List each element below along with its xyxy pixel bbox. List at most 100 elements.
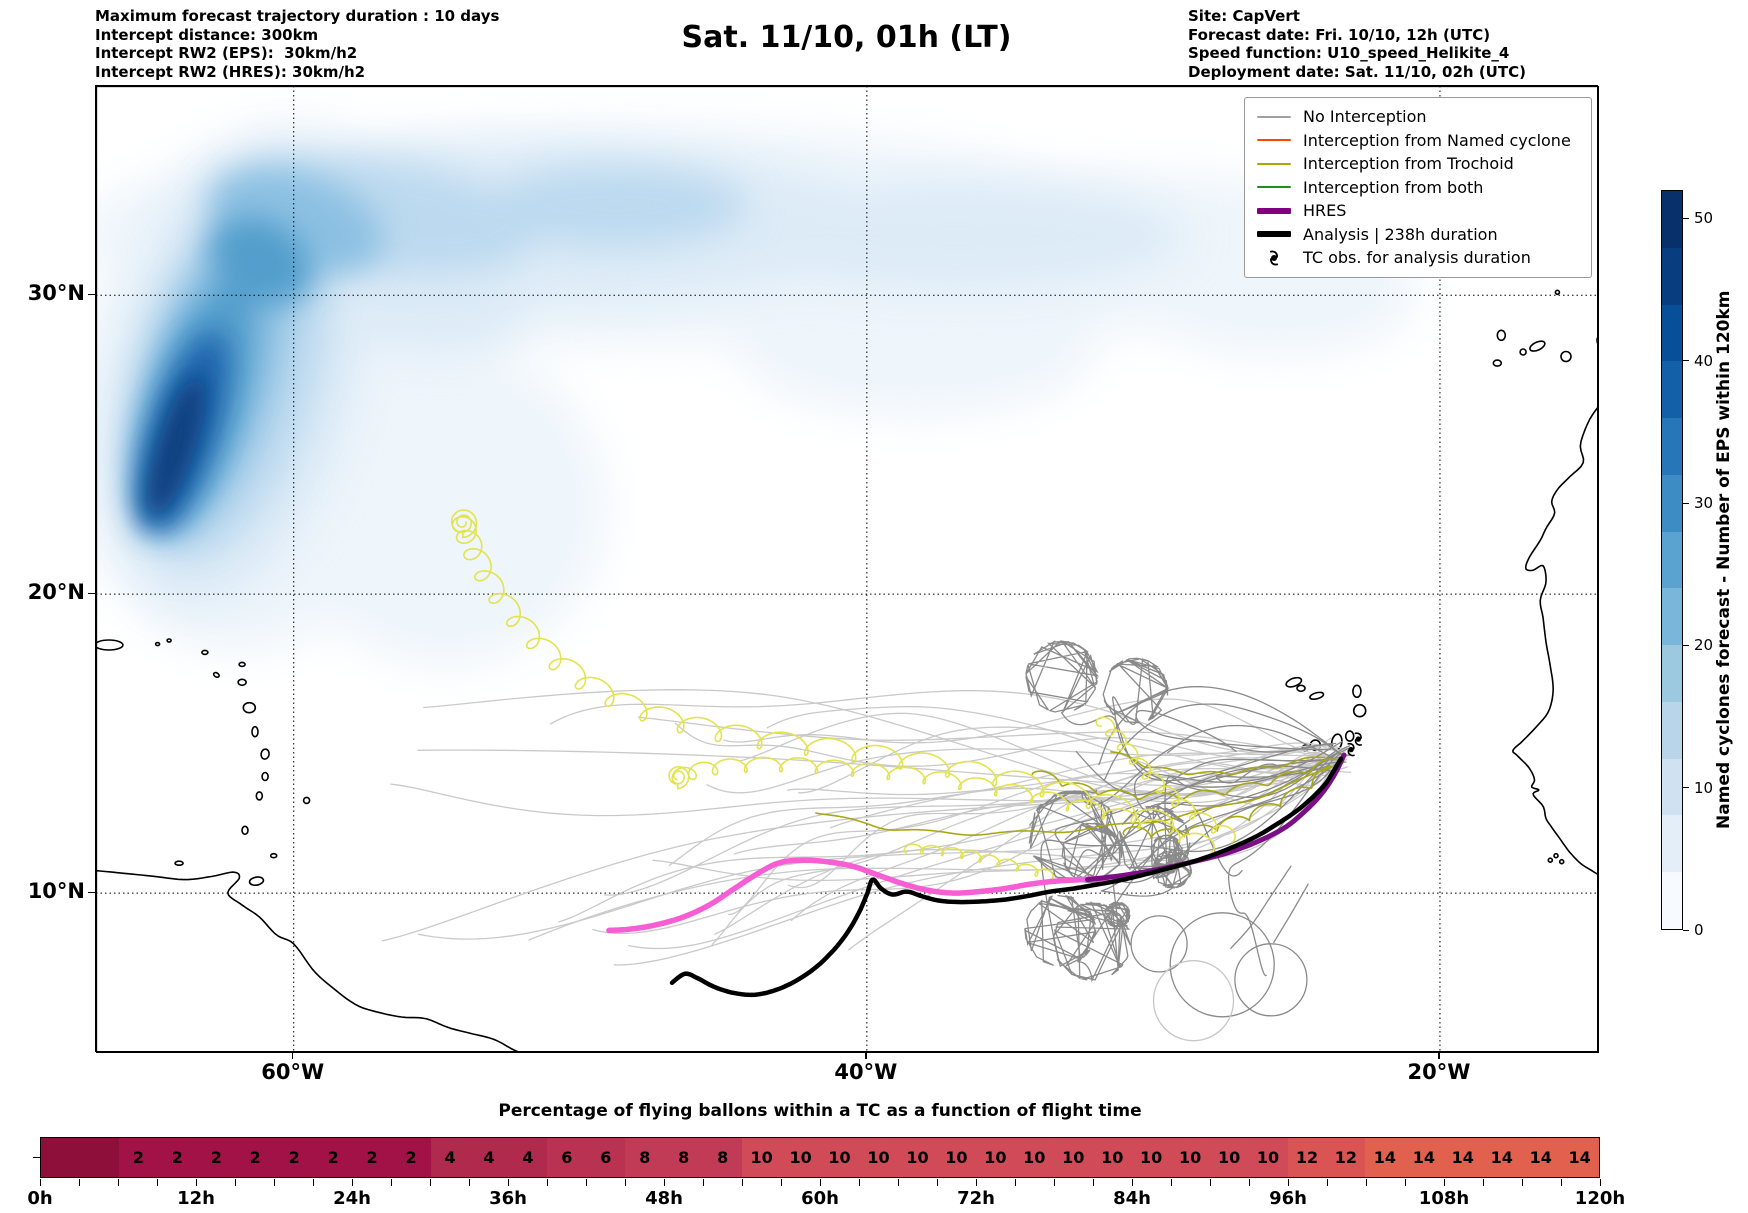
strip-title: Percentage of flying ballons within a TC… [498,1101,1142,1121]
strip-cell: 10 [897,1138,937,1177]
strip-cell: 6 [586,1138,626,1177]
strip-tick-mark [897,1179,899,1186]
colorbar-tick-mark [1683,644,1689,646]
strip-cell: 2 [274,1138,314,1177]
strip-cell: 14 [1482,1138,1522,1177]
strip-cell: 10 [1092,1138,1132,1177]
strip-tick-mark [1443,1179,1445,1186]
strip-cell: 12 [1326,1138,1366,1177]
colorbar-tick-mark [1683,217,1689,219]
strip-cell: 4 [469,1138,509,1177]
strip-cell: 2 [391,1138,431,1177]
site-info-block: Site: CapVert Forecast date: Fri. 10/10,… [1188,7,1526,81]
strip-tick-mark [624,1179,626,1186]
strip-cell-value: 12 [1334,1148,1358,1167]
strip-cell-value: 10 [750,1148,773,1167]
colorbar-step [1662,645,1682,702]
figure-title: Sat. 11/10, 01h (LT) [681,20,1012,55]
strip-tick-mark [1053,1179,1055,1186]
strip-tick-mark [1326,1179,1328,1186]
strip-cell: 12 [1287,1138,1327,1177]
colorbar-tick-label: 40 [1694,351,1714,370]
strip-cell-value: 14 [1529,1148,1552,1167]
info-site: Site: CapVert [1188,7,1300,25]
strip-tick-mark [1248,1179,1250,1186]
cyclone-density-layer [147,374,205,518]
strip-tick-mark [975,1179,977,1186]
legend-item: TC obs. for analysis duration [1254,246,1581,270]
strip-cell: 14 [1404,1138,1444,1177]
strip-tick-mark [663,1179,665,1186]
param-intercept-rw2-hres: Intercept RW2 (HRES): 30km/h2 [95,62,366,81]
y-tick-label: 20°N [27,580,85,605]
strip-tick-mark [390,1179,392,1186]
ensemble-trajectories-dark [1024,640,1351,1018]
strip-cell: 14 [1521,1138,1561,1177]
strip-cell-value: 10 [1256,1148,1280,1167]
strip-cell-value: 2 [210,1148,222,1167]
strip-tick-mark [858,1179,860,1186]
tc-obs-icon [1354,732,1362,746]
info-speed-function: Speed function: U10_speed_Helikite_4 [1188,44,1510,62]
strip-tick-mark [195,1179,197,1186]
legend-line-sample [1257,115,1291,118]
strip-tick-mark [1404,1179,1406,1186]
strip-tick-mark [273,1179,275,1186]
strip-cell: 10 [1170,1138,1210,1177]
strip-tick-mark [702,1179,704,1186]
strip-cell-value: 14 [1412,1148,1435,1167]
strip-hour-label: 72h [957,1188,995,1209]
strip-hour-label: 120h [1574,1188,1626,1209]
x-tick-mark [292,1052,294,1059]
strip-tick-mark [507,1179,509,1186]
strip-cell-value: 10 [984,1148,1007,1167]
legend-item-label: Interception from both [1303,177,1484,197]
strip-cell-value: 10 [906,1148,929,1167]
colorbar-step [1662,815,1682,873]
legend-item-label: Interception from Named cyclone [1303,130,1571,150]
legend-item: No Interception [1254,105,1581,129]
strip-tick-mark [780,1179,782,1186]
forecast-params-block: Maximum forecast trajectory duration : 1… [95,7,499,81]
strip-cell-value: 4 [483,1148,495,1167]
strip-cell: 14 [1560,1138,1600,1177]
map-canvas [96,86,1599,1053]
legend-item: Analysis | 238h duration [1254,223,1581,247]
x-tick-mark [865,1052,867,1059]
x-tick-mark [1438,1052,1440,1059]
strip-cell: 8 [703,1138,743,1177]
strip-cell: 14 [1443,1138,1483,1177]
strip-tick-mark [546,1179,548,1186]
strip-cell-value: 10 [1217,1148,1241,1167]
strip-cell-value: 14 [1568,1148,1591,1167]
strip-hour-label: 96h [1269,1188,1307,1209]
x-tick-label: 20°W [1407,1060,1471,1084]
strip-tick-mark [351,1179,353,1186]
strip-cell-value: 10 [789,1148,812,1167]
strip-cell: 2 [118,1138,158,1177]
strip-tick-mark [1209,1179,1211,1186]
colorbar-step [1662,418,1682,475]
colorbar-tick-label: 50 [1694,209,1714,228]
colorbar-step [1662,304,1682,362]
strip-cell: 8 [625,1138,665,1177]
strip-cell-value: 10 [867,1148,890,1167]
colorbar-step [1662,872,1682,929]
strip-cell-value: 10 [945,1148,968,1167]
y-tick-label: 30°N [27,281,85,306]
legend-item-label: HRES [1303,201,1347,221]
strip-tick-mark [585,1179,587,1186]
colorbar-step [1662,191,1682,248]
hres-balloon-trajectory [606,857,1111,934]
strip-cell: 2 [235,1138,275,1177]
strip-cell-value: 2 [288,1148,300,1167]
strip-tick-mark [819,1179,821,1186]
param-intercept-distance: Intercept distance: 300km [95,25,319,44]
strip-cell-value: 2 [132,1148,144,1167]
strip-hour-label: 12h [177,1188,215,1209]
strip-cell-value: 10 [1062,1148,1085,1167]
legend-item: Interception from Named cyclone [1254,129,1581,153]
strip-cell-value: 10 [1023,1148,1046,1167]
colorbar-step [1662,588,1682,646]
colorbar-tick-label: 30 [1694,494,1714,513]
